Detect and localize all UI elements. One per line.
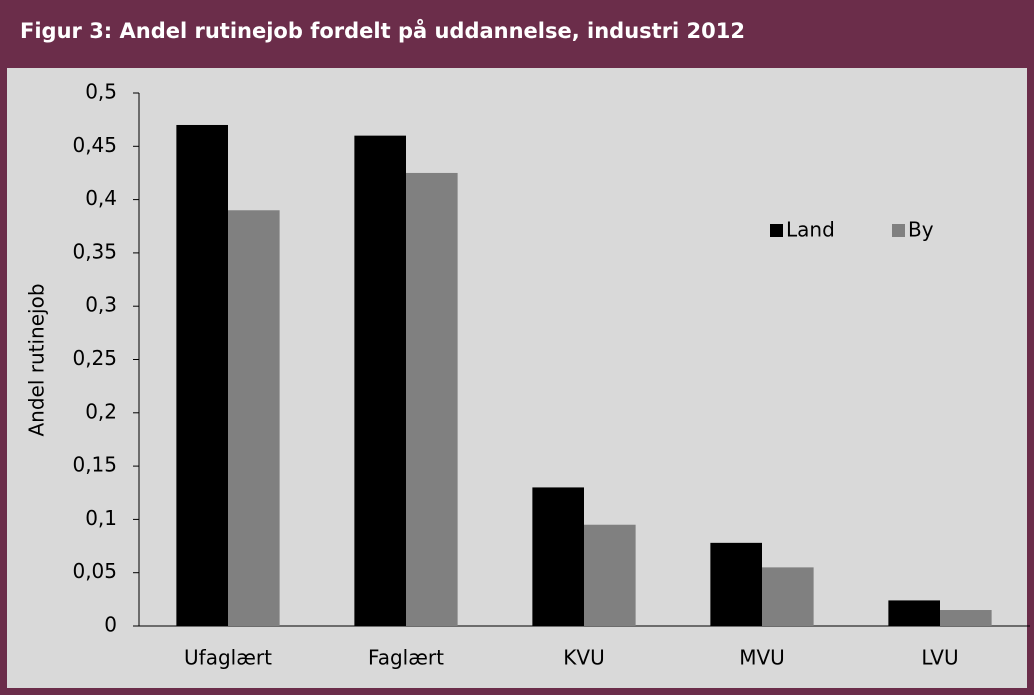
legend-swatch [770, 224, 783, 237]
x-tick-label: MVU [739, 646, 785, 670]
y-tick-label: 0,05 [72, 559, 117, 583]
chart-title: Figur 3: Andel rutinejob fordelt på udda… [20, 18, 745, 43]
plot-background [7, 68, 1027, 688]
legend-label: Land [786, 218, 835, 242]
bar [710, 542, 762, 626]
x-tick-label: KVU [563, 646, 604, 670]
legend-label: By [908, 218, 934, 242]
y-tick-label: 0 [104, 613, 117, 637]
bar [228, 210, 280, 626]
bar [532, 487, 584, 626]
x-tick-label: LVU [921, 646, 958, 670]
legend-swatch [892, 224, 905, 237]
y-tick-label: 0,5 [85, 80, 117, 104]
y-tick-label: 0,45 [72, 133, 117, 157]
y-tick-label: 0,35 [72, 239, 117, 263]
y-axis-title: Andel rutinejob [25, 283, 49, 436]
bar [176, 124, 228, 626]
bar [354, 135, 406, 626]
x-tick-label: Faglært [368, 646, 444, 670]
bar [762, 567, 814, 626]
y-tick-label: 0,15 [72, 453, 117, 477]
y-tick-label: 0,3 [85, 293, 117, 317]
x-tick-label: Ufaglært [184, 646, 272, 670]
bar [940, 610, 992, 626]
y-tick-label: 0,25 [72, 346, 117, 370]
y-tick-label: 0,1 [85, 506, 117, 530]
bar [584, 524, 636, 626]
y-tick-label: 0,2 [85, 399, 117, 423]
bar [888, 600, 940, 626]
bar [406, 172, 458, 626]
y-tick-label: 0,4 [85, 186, 117, 210]
